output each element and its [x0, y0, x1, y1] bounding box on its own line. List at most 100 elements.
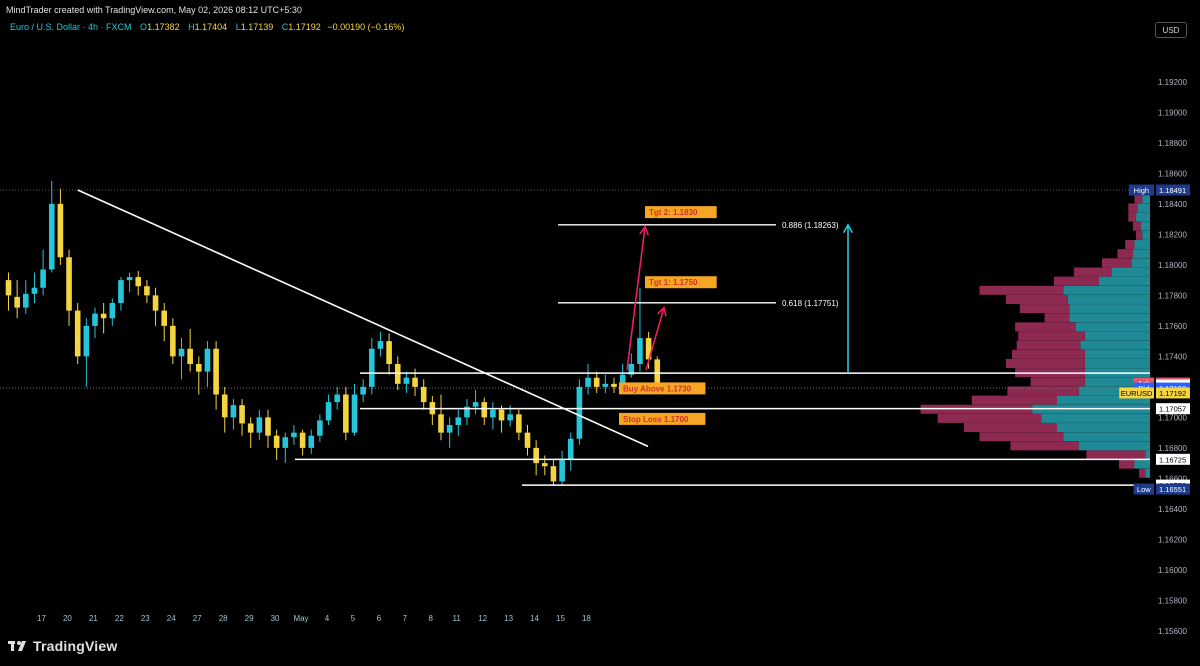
candle-body	[446, 425, 453, 433]
time-tick-label: May	[293, 614, 308, 623]
volume-profile-sell-bar	[1128, 212, 1137, 222]
time-tick-label: 15	[556, 614, 565, 623]
candle-body	[14, 296, 20, 308]
time-tick-label: 29	[245, 614, 254, 623]
candle-body	[256, 417, 263, 433]
price-tag-value: 1.16725	[1159, 455, 1186, 464]
volume-profile-sell-bar	[1005, 359, 1085, 368]
time-tick-label: 21	[89, 614, 98, 623]
symbol-info-bar[interactable]: Euro / U.S. Dollar · 4h · FXCM O1.17382 …	[10, 22, 404, 32]
candle-body	[317, 420, 323, 436]
candle-body	[550, 466, 557, 482]
candle-body	[239, 405, 245, 424]
volume-profile-sell-bar	[1134, 194, 1143, 204]
open-label: O	[140, 22, 148, 32]
candle-body	[585, 377, 591, 387]
candle-body	[178, 348, 185, 357]
volume-profile-buy-bar	[1084, 349, 1150, 359]
trendline	[77, 189, 649, 448]
tradingview-logo-text: TradingView	[33, 638, 118, 654]
candle-body	[472, 402, 479, 407]
price-tag-value: 1.17192	[1159, 389, 1186, 398]
price-tag-name: Low	[1137, 485, 1151, 494]
volume-profile-sell-bar	[1125, 240, 1135, 250]
volume-profile-buy-bar	[1084, 359, 1150, 368]
candle-body	[221, 394, 228, 418]
price-tick-label: 1.17600	[1158, 322, 1187, 331]
time-tick-label: 30	[271, 614, 280, 623]
candle-body	[455, 417, 462, 425]
candle-body	[299, 432, 306, 448]
candle-body	[498, 409, 505, 421]
price-tag-box	[1156, 483, 1190, 495]
candle-body	[83, 325, 90, 357]
symbol-name[interactable]: Euro / U.S. Dollar · 4h · FXCM	[10, 22, 132, 32]
open-value: 1.17382	[147, 22, 180, 32]
candle-body	[507, 414, 513, 421]
candle-body	[265, 417, 271, 436]
volume-profile-buy-bar	[1132, 249, 1150, 259]
candle-body	[109, 303, 116, 319]
volume-profile-buy-bar	[1067, 294, 1150, 304]
volume-profile-sell-bar	[1136, 230, 1143, 240]
time-tick-label: 22	[115, 614, 124, 623]
volume-profile-sell-bar	[964, 423, 1057, 433]
candle-body	[247, 423, 254, 433]
target-1-label-bg	[645, 276, 717, 289]
price-tag-value: 1.17057	[1159, 405, 1186, 414]
candle-body	[351, 394, 358, 433]
time-tick-label: 5	[351, 614, 356, 623]
candle-body	[230, 405, 237, 418]
time-tick-label: 28	[219, 614, 228, 623]
price-tag-box	[1156, 403, 1190, 415]
volume-profile-sell-bar	[1007, 386, 1079, 396]
volume-profile-sell-bar	[1015, 322, 1076, 332]
candle-body	[152, 295, 159, 311]
tradingview-logo[interactable]: TradingView	[8, 638, 117, 654]
price-tick-label: 1.15600	[1158, 627, 1187, 636]
volume-profile-buy-bar	[1084, 377, 1150, 387]
candle-body	[196, 364, 202, 372]
candle-body	[161, 310, 167, 326]
volume-profile-buy-bar	[1084, 331, 1150, 341]
time-tick-label: 4	[325, 614, 330, 623]
volume-profile-sell-bar	[1101, 258, 1132, 268]
time-tick-label: 20	[63, 614, 72, 623]
currency-button[interactable]: USD	[1155, 22, 1187, 38]
volume-profile-buy-bar	[1145, 468, 1150, 478]
time-tick-label: 6	[377, 614, 382, 623]
volume-profile-buy-bar	[1057, 423, 1150, 433]
candle-body	[23, 293, 29, 308]
volume-profile-buy-bar	[1137, 203, 1150, 213]
time-tick-label: 17	[37, 614, 46, 623]
candle-body	[144, 286, 150, 296]
volume-profile-buy-bar	[1098, 276, 1150, 286]
price-tick-label: 1.19000	[1158, 108, 1187, 117]
price-tag-value: 1.18491	[1159, 186, 1186, 195]
low-label: L	[235, 22, 241, 32]
volume-profile-buy-bar	[1078, 386, 1150, 396]
fib-level-label: 0.886 (1.18263)	[782, 221, 839, 230]
price-tick-label: 1.18600	[1158, 169, 1187, 178]
close-value: 1.17192	[288, 22, 321, 32]
candle-body	[325, 402, 332, 421]
candle-body	[170, 325, 176, 357]
volume-profile-sell-bar	[1012, 349, 1085, 359]
volume-profile-sell-bar	[1053, 276, 1099, 286]
candle-body	[533, 447, 539, 464]
candle-body	[40, 269, 46, 288]
volume-profile-buy-bar	[1111, 267, 1150, 277]
price-tag-box	[1156, 387, 1190, 399]
time-tick-label: 14	[530, 614, 539, 623]
candle-body	[645, 338, 652, 360]
candle-body	[126, 277, 133, 281]
candle-body	[420, 386, 427, 403]
time-tick-label: 27	[193, 614, 202, 623]
volume-profile-sell-bar	[1128, 203, 1138, 213]
volume-profile-sell-bar	[1086, 450, 1146, 460]
candle-body	[308, 435, 315, 448]
price-tick-label: 1.16000	[1158, 566, 1187, 575]
volume-profile-sell-bar	[1117, 249, 1133, 259]
stop-loss-label-bg	[619, 412, 706, 425]
